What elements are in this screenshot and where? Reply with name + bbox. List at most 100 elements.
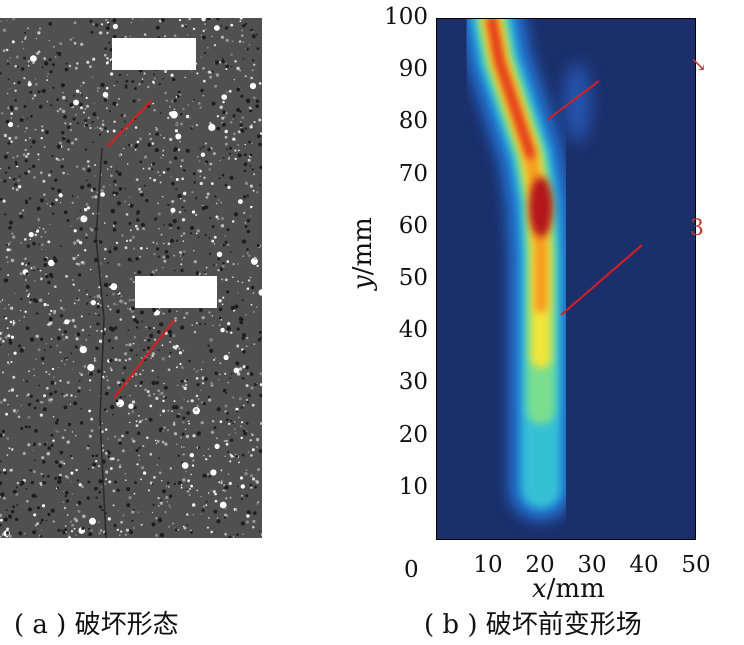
speckle-dot (136, 227, 139, 231)
speckle-dot (195, 394, 199, 398)
speckle-dot (175, 133, 182, 140)
speckle-dot (234, 453, 237, 456)
speckle-dark (50, 508, 55, 513)
speckle-dot (72, 361, 75, 363)
speckle-dot (53, 46, 55, 48)
speckle-dot (220, 224, 225, 228)
speckle-dot (49, 321, 53, 325)
speckle-dark (237, 153, 242, 158)
speckle-dot (170, 207, 176, 213)
speckle-dot (151, 270, 155, 274)
speckle-dot (259, 132, 262, 135)
speckle-dark (155, 25, 160, 30)
speckle-dot (236, 372, 241, 376)
speckle-dot (116, 380, 121, 385)
speckle-dark (174, 405, 179, 410)
speckle-dark (49, 345, 52, 349)
speckle-dark (5, 243, 8, 246)
speckle-dot (215, 73, 220, 77)
speckle-dark (26, 117, 29, 120)
speckle-dot (127, 163, 129, 165)
speckle-dot (149, 137, 153, 141)
speckle-dot (170, 176, 173, 178)
speckle-dot (8, 389, 11, 393)
speckle-dot (204, 142, 207, 145)
speckle-dark (50, 104, 53, 107)
speckle-dark (226, 411, 230, 415)
speckle-dot (38, 27, 42, 30)
speckle-dark (236, 533, 239, 536)
speckle-dark (166, 167, 170, 171)
speckle-dark (30, 146, 33, 148)
speckle-dot (22, 379, 25, 381)
speckle-dot (124, 246, 128, 250)
speckle-dot (232, 263, 235, 266)
speckle-dot (98, 521, 100, 523)
speckle-dark (176, 414, 181, 419)
speckle-dark (163, 385, 168, 390)
speckle-dark (244, 127, 248, 130)
speckle-dot (75, 262, 79, 266)
y-tick-label: 80 (398, 108, 428, 135)
speckle-dark (6, 509, 8, 512)
speckle-dot (48, 173, 51, 177)
speckle-dot (47, 73, 49, 75)
speckle-dot (70, 498, 72, 501)
speckle-dot (41, 243, 44, 247)
speckle-dark (116, 201, 121, 206)
speckle-dot (164, 511, 167, 513)
speckle-dot (179, 255, 182, 257)
speckle-dark (132, 508, 135, 511)
speckle-dot (253, 63, 256, 66)
speckle-dot (70, 471, 74, 475)
speckle-dot (43, 146, 46, 148)
speckle-dot (32, 61, 35, 64)
speckle-dark (236, 485, 239, 488)
speckle-dot (110, 165, 113, 168)
speckle-dot (61, 158, 65, 161)
speckle-dark (5, 171, 8, 174)
speckle-dark (158, 428, 163, 433)
speckle-dot (101, 123, 105, 127)
speckle-dot (256, 446, 259, 448)
speckle-dot (86, 293, 88, 296)
speckle-dark (224, 516, 227, 519)
speckle-dark (1, 429, 5, 433)
speckle-dot (203, 176, 206, 180)
speckle-dot (179, 362, 182, 366)
speckle-dot (224, 455, 226, 457)
speckle-dot (220, 244, 223, 246)
speckle-dark (48, 58, 52, 62)
speckle-dark (246, 47, 249, 51)
speckle-dot (251, 403, 255, 407)
speckle-dot (232, 536, 235, 538)
speckle-dot (245, 384, 249, 388)
speckle-dot (119, 463, 122, 466)
speckle-dark (25, 487, 28, 490)
speckle-dot (234, 157, 237, 161)
speckle-dot (167, 409, 170, 412)
speckle-dot (45, 386, 49, 390)
speckle-dot (31, 97, 34, 100)
speckle-dark (204, 271, 207, 274)
speckle-dot (180, 159, 184, 162)
speckle-dot (202, 361, 204, 363)
speckle-dot (172, 334, 176, 338)
speckle-dot (140, 478, 142, 481)
speckle-dot (186, 489, 190, 493)
speckle-dark (3, 471, 7, 475)
speckle-dot (231, 40, 234, 43)
speckle-dot (253, 96, 256, 100)
speckle-dot (185, 114, 190, 119)
speckle-dot (12, 320, 15, 322)
speckle-dark (152, 162, 156, 166)
speckle-dot (172, 423, 176, 426)
speckle-dot (195, 377, 199, 380)
speckle-dark (63, 330, 68, 334)
speckle-dot (89, 379, 92, 382)
speckle-dark (86, 302, 89, 305)
speckle-dot (201, 316, 205, 320)
speckle-dark (16, 504, 19, 507)
speckle-dark (141, 320, 144, 323)
speckle-dot (90, 268, 92, 271)
